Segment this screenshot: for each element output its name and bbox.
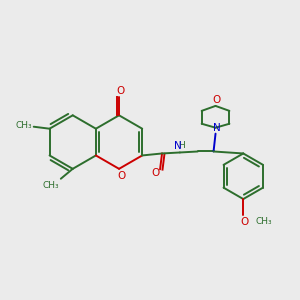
Text: O: O [212, 95, 221, 105]
Text: CH₃: CH₃ [255, 217, 272, 226]
Text: N: N [174, 140, 182, 151]
Text: CH₃: CH₃ [15, 121, 32, 130]
Text: O: O [117, 171, 125, 181]
Text: H: H [178, 141, 185, 150]
Text: CH₃: CH₃ [42, 181, 59, 190]
Text: O: O [240, 217, 248, 227]
Text: N: N [213, 123, 220, 133]
Text: O: O [116, 85, 124, 96]
Text: O: O [151, 168, 159, 178]
